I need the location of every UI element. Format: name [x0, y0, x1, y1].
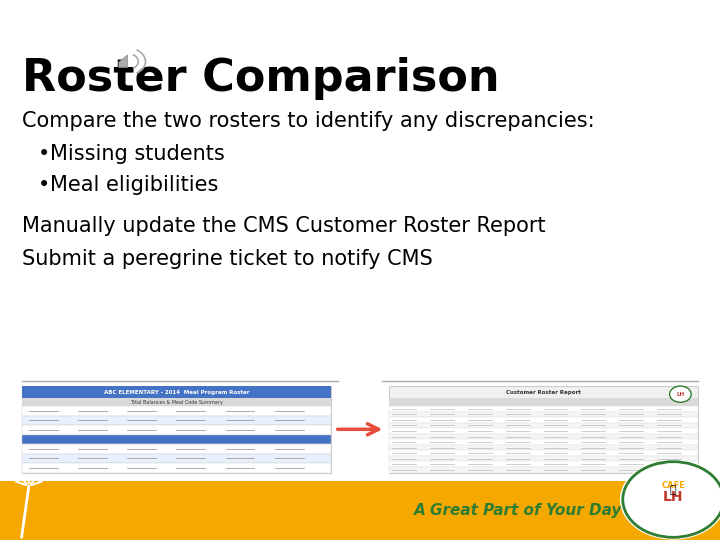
- FancyBboxPatch shape: [389, 386, 698, 472]
- Text: Total Balances & Meal Code Summary: Total Balances & Meal Code Summary: [130, 400, 222, 404]
- FancyBboxPatch shape: [389, 461, 698, 467]
- Circle shape: [626, 464, 720, 535]
- FancyBboxPatch shape: [0, 481, 720, 540]
- FancyBboxPatch shape: [389, 456, 698, 461]
- FancyBboxPatch shape: [389, 467, 698, 472]
- FancyBboxPatch shape: [389, 423, 698, 428]
- Text: Submit a peregrine ticket to notify CMS: Submit a peregrine ticket to notify CMS: [22, 249, 432, 269]
- FancyBboxPatch shape: [22, 435, 331, 444]
- Text: ABC ELEMENTARY - 2014  Meal Program Roster: ABC ELEMENTARY - 2014 Meal Program Roste…: [104, 389, 249, 395]
- Text: Missing students: Missing students: [50, 144, 225, 164]
- FancyBboxPatch shape: [22, 386, 331, 398]
- Text: •: •: [37, 175, 50, 195]
- FancyBboxPatch shape: [22, 416, 331, 425]
- FancyBboxPatch shape: [22, 386, 331, 472]
- FancyBboxPatch shape: [389, 398, 698, 406]
- FancyBboxPatch shape: [389, 445, 698, 450]
- Text: A Great Part of Your Day: A Great Part of Your Day: [414, 503, 623, 518]
- FancyBboxPatch shape: [389, 428, 698, 434]
- Text: Roster Comparison: Roster Comparison: [22, 57, 499, 100]
- FancyBboxPatch shape: [389, 406, 698, 411]
- FancyBboxPatch shape: [389, 411, 698, 417]
- Text: LH: LH: [663, 490, 683, 504]
- Circle shape: [621, 460, 720, 539]
- FancyBboxPatch shape: [22, 425, 331, 435]
- FancyBboxPatch shape: [22, 406, 331, 416]
- FancyBboxPatch shape: [22, 463, 331, 472]
- Text: Manually update the CMS Customer Roster Report: Manually update the CMS Customer Roster …: [22, 215, 545, 235]
- Text: •: •: [37, 144, 50, 164]
- FancyBboxPatch shape: [22, 444, 331, 454]
- Text: Compare the two rosters to identify any discrepancies:: Compare the two rosters to identify any …: [22, 111, 594, 131]
- FancyBboxPatch shape: [389, 440, 698, 445]
- Text: 🌴: 🌴: [670, 485, 677, 495]
- FancyBboxPatch shape: [389, 450, 698, 456]
- Text: CAFE: CAFE: [661, 482, 685, 490]
- Text: Customer Roster Report: Customer Roster Report: [506, 389, 581, 395]
- FancyBboxPatch shape: [389, 434, 698, 440]
- Circle shape: [670, 386, 691, 402]
- FancyBboxPatch shape: [22, 454, 331, 463]
- Polygon shape: [119, 55, 127, 68]
- Text: Meal eligibilities: Meal eligibilities: [50, 175, 219, 195]
- FancyBboxPatch shape: [389, 417, 698, 423]
- Text: LH: LH: [676, 392, 685, 397]
- FancyBboxPatch shape: [22, 398, 331, 406]
